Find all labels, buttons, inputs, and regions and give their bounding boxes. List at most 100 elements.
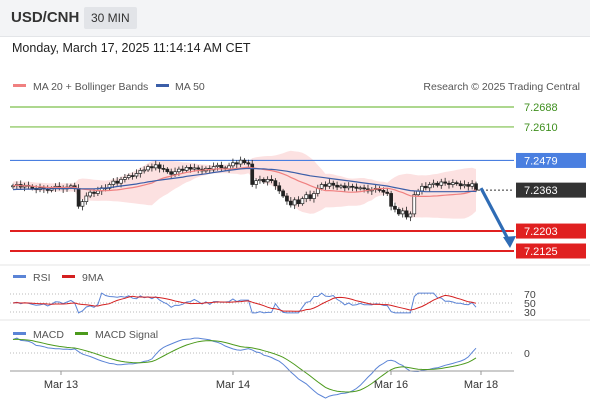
candle-body (126, 175, 131, 178)
candle (335, 181, 339, 191)
candle-body (265, 179, 270, 183)
candle-body (246, 162, 251, 165)
candle-body (188, 167, 193, 170)
candle (115, 177, 120, 186)
candle (80, 199, 85, 211)
candle-body (258, 179, 262, 182)
forecast-arrow (479, 187, 516, 248)
candle-body (296, 199, 301, 205)
bollinger-band-area (13, 150, 476, 219)
candle-body (470, 183, 474, 187)
credit-label: Research © 2025 Trading Central (423, 81, 580, 93)
candle-body (281, 190, 285, 197)
candle (258, 175, 262, 184)
candle (389, 190, 393, 211)
candle-body (346, 185, 351, 189)
bollinger-bands (13, 150, 476, 219)
candle-body (184, 167, 189, 171)
rsi-axis-label-50: 50 (524, 298, 536, 310)
candle (261, 177, 266, 184)
rsi-legend-swatch (13, 275, 26, 278)
candle-body (423, 185, 428, 189)
level-tag-bg (516, 182, 586, 198)
candle-body (88, 191, 93, 197)
macd-line (12, 337, 477, 399)
candle (346, 182, 351, 191)
level-tag-7.2610: 7.2610 (524, 122, 558, 134)
candle-body (254, 180, 258, 185)
candle-body (261, 179, 266, 183)
candle (458, 180, 463, 190)
candle (427, 181, 432, 192)
candle (111, 178, 116, 189)
candle-body (169, 171, 174, 175)
candle-body (84, 195, 89, 202)
candle-body (319, 184, 324, 189)
candle-body (119, 179, 123, 184)
candle (192, 163, 197, 172)
rsi-ma-line (12, 294, 477, 312)
candle (312, 190, 316, 203)
candle-body (180, 168, 185, 171)
candle-body (96, 190, 100, 194)
candle-body (231, 162, 235, 167)
candle-body (408, 213, 413, 218)
candle-body (466, 184, 471, 187)
candle (146, 164, 150, 172)
candle-body (76, 187, 81, 207)
candle-body (211, 166, 216, 171)
candle-body (196, 167, 201, 170)
candle-body (238, 159, 243, 165)
candle-body (458, 183, 463, 187)
candle (234, 160, 239, 169)
candle (269, 175, 274, 184)
candle-body (385, 191, 390, 194)
candle (231, 158, 235, 169)
ma50-legend-label: MA 50 (175, 81, 205, 93)
candle-body (92, 191, 96, 194)
candle-body (396, 208, 401, 215)
candle-body (142, 169, 147, 172)
candle-body (327, 182, 332, 187)
candle (358, 185, 363, 191)
timeframe-button[interactable]: 30 MIN (84, 7, 137, 29)
candle (246, 159, 251, 168)
candle-body (312, 193, 316, 199)
candle (408, 211, 413, 222)
macd-panel: 0 (10, 337, 530, 399)
candle-body (447, 182, 451, 185)
candle-body (161, 168, 166, 170)
candle (385, 188, 390, 197)
candle (123, 174, 127, 183)
candle-body (288, 200, 293, 206)
candle-body (339, 185, 343, 188)
candle-body (381, 190, 386, 193)
candle (285, 192, 289, 205)
candle (323, 181, 328, 190)
candle-body (285, 195, 289, 202)
candle (273, 178, 278, 190)
candle-body (177, 168, 181, 173)
candle-body (273, 180, 278, 187)
candle-body (130, 175, 135, 177)
candle (281, 188, 285, 199)
candle (439, 178, 444, 189)
x-tick-label-Mar-14: Mar 14 (216, 379, 250, 391)
candle-body (153, 164, 158, 169)
candle (327, 179, 332, 189)
candle (238, 156, 243, 168)
level-tag-7.2125: 7.2125 (524, 246, 558, 258)
candle-body (443, 181, 447, 184)
candle (308, 190, 312, 202)
candle-body (300, 198, 305, 205)
candle (451, 179, 455, 188)
candle-body (389, 193, 393, 207)
candle (242, 158, 247, 165)
candle-body (173, 171, 177, 175)
arrow-shaft (479, 187, 511, 242)
level-tag-7.2688: 7.2688 (524, 102, 558, 114)
candle-body (358, 187, 363, 190)
candle (134, 169, 139, 179)
rsi-ma-legend-swatch (62, 275, 75, 278)
